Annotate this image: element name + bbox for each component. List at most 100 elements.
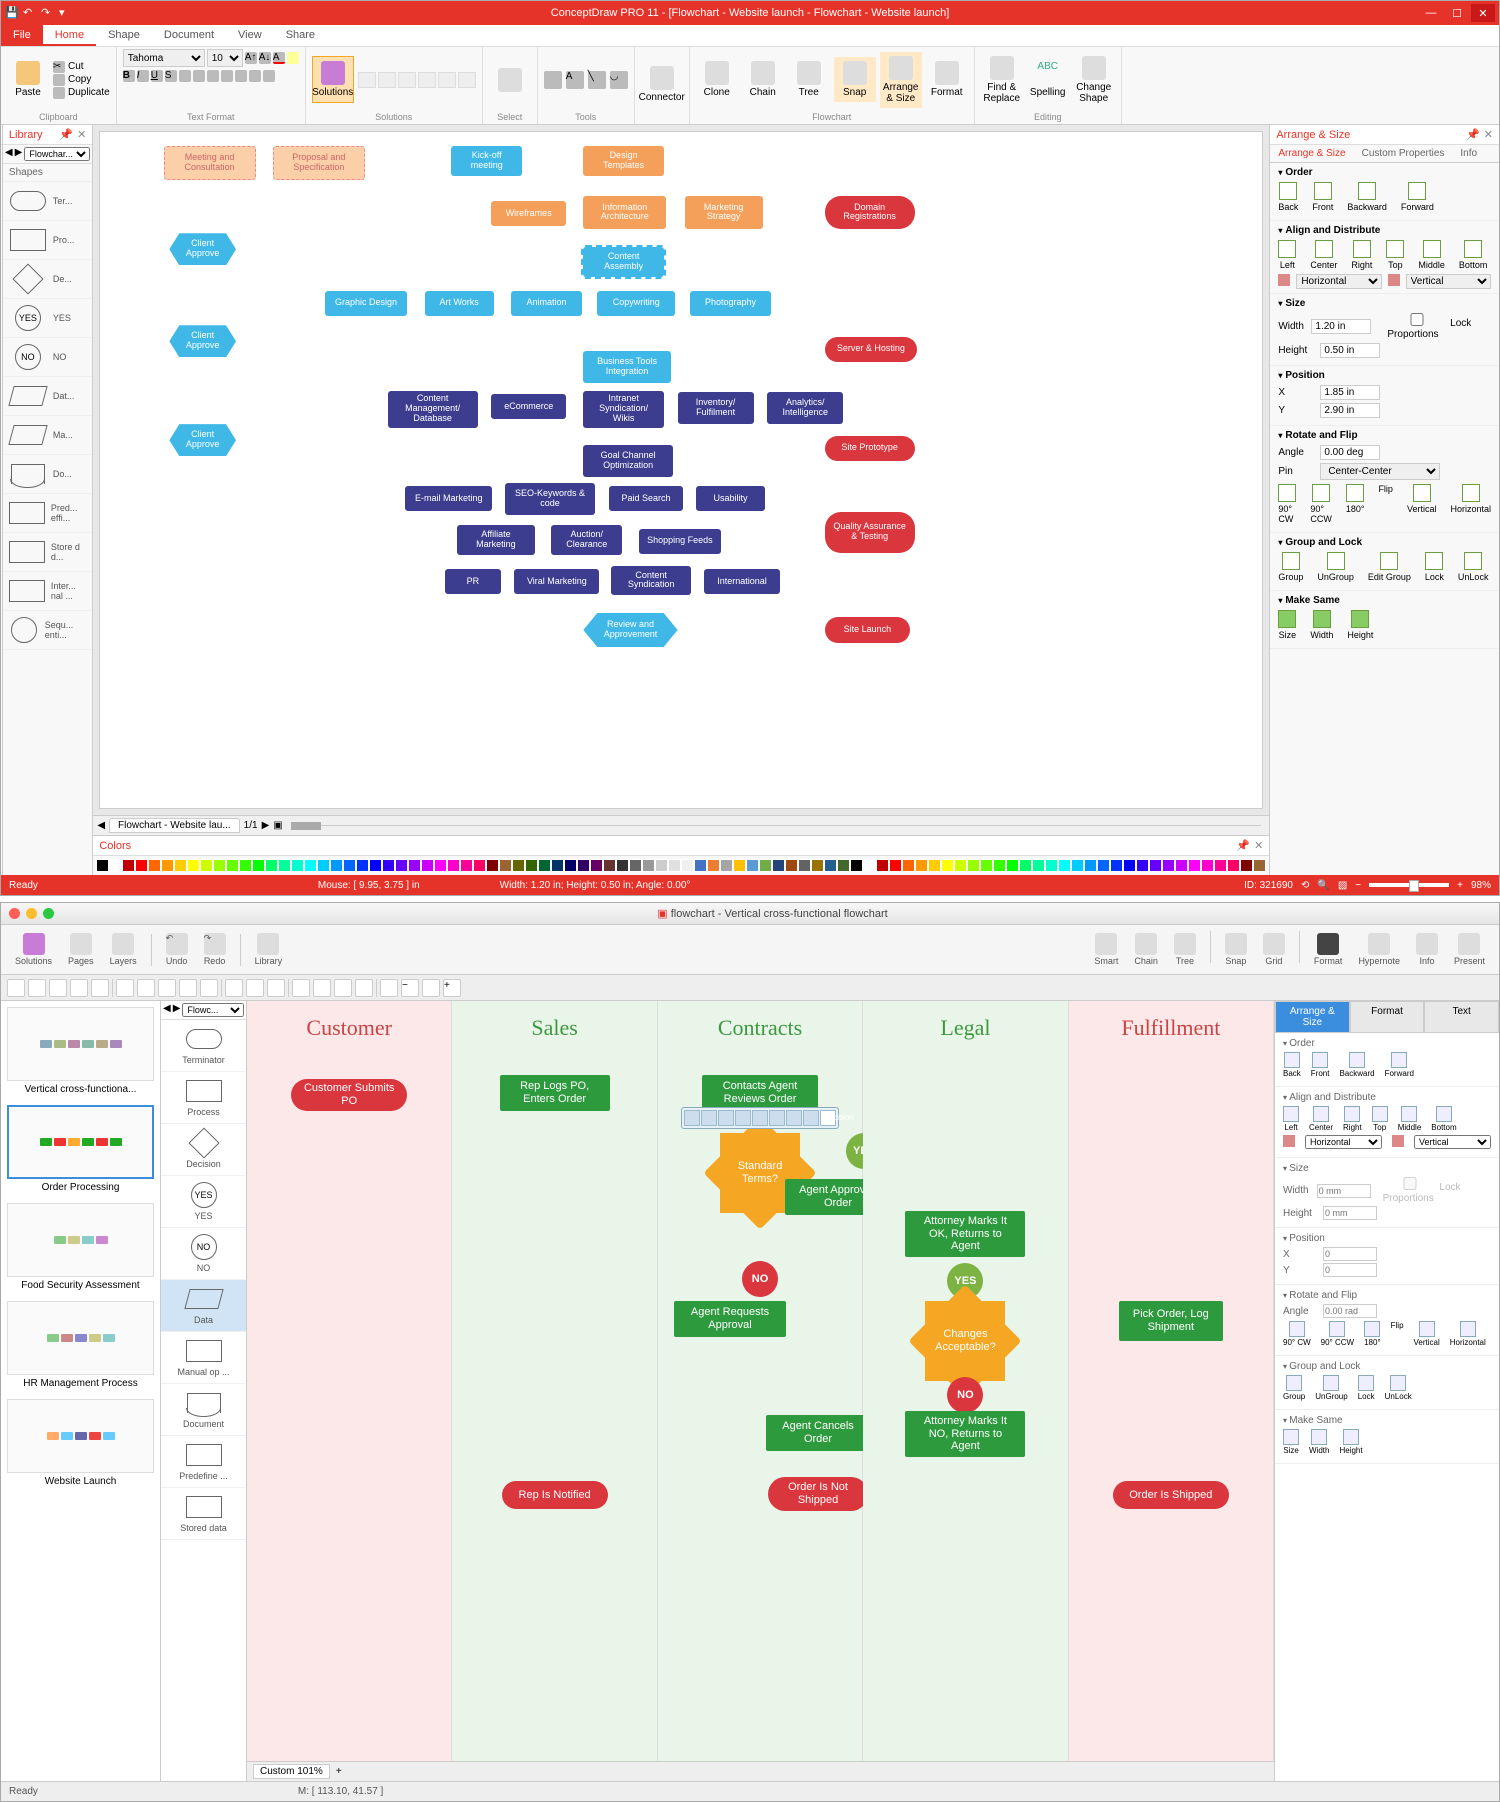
- shape-term[interactable]: Terminator: [161, 1020, 246, 1072]
- color-swatch[interactable]: [460, 859, 473, 872]
- pin-select[interactable]: Center-Center: [1320, 463, 1440, 480]
- node-yn4[interactable]: NO: [947, 1377, 983, 1413]
- underline-icon[interactable]: U: [151, 70, 163, 82]
- zoomin-icon[interactable]: +: [443, 979, 461, 997]
- al-t[interactable]: Top: [1372, 1106, 1388, 1132]
- sol-order[interactable]: Order Processing: [7, 1105, 154, 1193]
- color-swatch[interactable]: [395, 859, 408, 872]
- color-swatch[interactable]: [642, 859, 655, 872]
- sh-b[interactable]: Height: [1339, 1429, 1362, 1455]
- italic-icon[interactable]: I: [137, 70, 149, 82]
- flip-h[interactable]: Horizontal: [1450, 484, 1491, 524]
- line-tool-icon[interactable]: ╲: [588, 71, 606, 89]
- node-approve2[interactable]: Client Approve: [169, 325, 236, 357]
- color-swatch[interactable]: [1162, 859, 1175, 872]
- qat-redo-icon[interactable]: ↷: [41, 6, 55, 20]
- pen-tool-icon[interactable]: [158, 979, 176, 997]
- node-intl[interactable]: International: [704, 569, 780, 594]
- align-center-icon[interactable]: [193, 70, 205, 82]
- duplicate-button[interactable]: Duplicate: [53, 87, 110, 99]
- mac-close-button[interactable]: [9, 908, 20, 919]
- color-swatch[interactable]: [473, 859, 486, 872]
- shape-pro[interactable]: Pro...: [3, 221, 92, 260]
- brush-tool-icon[interactable]: [179, 979, 197, 997]
- outdent-icon[interactable]: [263, 70, 275, 82]
- rotate-ccw[interactable]: 90° CCW: [1310, 484, 1331, 524]
- find-button[interactable]: Find & Replace: [981, 52, 1023, 108]
- node-biztools[interactable]: Business Tools Integration: [583, 351, 670, 383]
- flip-v[interactable]: Vertical: [1407, 484, 1437, 524]
- node-approve3[interactable]: Client Approve: [169, 424, 236, 456]
- node-replog[interactable]: Rep Logs PO, Enters Order: [500, 1075, 610, 1111]
- al-r[interactable]: Right: [1343, 1106, 1362, 1132]
- shape-data[interactable]: Data: [161, 1280, 246, 1332]
- bezier-tool-icon[interactable]: [137, 979, 155, 997]
- tb-pages[interactable]: Pages: [62, 931, 100, 968]
- node-goal[interactable]: Goal Channel Optimization: [583, 445, 673, 477]
- color-swatch[interactable]: [213, 859, 226, 872]
- lock-proportions-checkbox[interactable]: [1387, 313, 1447, 326]
- tab-add-icon[interactable]: +: [336, 1766, 342, 1777]
- shape-style-grid[interactable]: [358, 72, 476, 88]
- text-tool-icon[interactable]: [91, 979, 109, 997]
- shape-proc[interactable]: Process: [161, 1072, 246, 1124]
- color-swatch[interactable]: [824, 859, 837, 872]
- status-icon1[interactable]: ⟲: [1301, 880, 1309, 891]
- tree-button[interactable]: Tree: [788, 57, 830, 102]
- tab-shape[interactable]: Shape: [96, 25, 152, 46]
- color-swatch[interactable]: [1032, 859, 1045, 872]
- shape-pred[interactable]: Pred... effi...: [3, 494, 92, 533]
- select-button[interactable]: [489, 64, 531, 96]
- cut-button[interactable]: ✂Cut: [53, 61, 110, 73]
- color-swatch[interactable]: [603, 859, 616, 872]
- shape-predef[interactable]: Predefine ...: [161, 1436, 246, 1488]
- angle-input-b[interactable]: [1323, 1304, 1377, 1318]
- node-shipped[interactable]: Order Is Shipped: [1113, 1481, 1229, 1509]
- align-left-icon[interactable]: [179, 70, 191, 82]
- color-swatch[interactable]: [993, 859, 1006, 872]
- mac-zoom-button[interactable]: [43, 908, 54, 919]
- color-swatch[interactable]: [1175, 859, 1188, 872]
- clone-button[interactable]: Clone: [696, 57, 738, 102]
- unlock-button[interactable]: UnLock: [1458, 552, 1489, 582]
- color-swatch[interactable]: [161, 859, 174, 872]
- pin-icon[interactable]: 📌: [59, 128, 73, 141]
- shape-store[interactable]: Store d d...: [3, 533, 92, 572]
- color-swatch[interactable]: [447, 859, 460, 872]
- shape-stored[interactable]: Stored data: [161, 1488, 246, 1540]
- grow-font-icon[interactable]: A↑: [245, 52, 257, 64]
- tb-chain[interactable]: Chain: [1128, 931, 1164, 968]
- node-copywriting[interactable]: Copywriting: [597, 291, 675, 316]
- spelling-button[interactable]: ABCSpelling: [1027, 57, 1069, 102]
- color-swatch[interactable]: [681, 859, 694, 872]
- node-pr[interactable]: PR: [445, 569, 500, 594]
- shape-seq[interactable]: Sequ... enti...: [3, 611, 92, 650]
- color-swatch[interactable]: [1136, 859, 1149, 872]
- line-tool-icon[interactable]: [70, 979, 88, 997]
- color-swatch[interactable]: [1084, 859, 1097, 872]
- hscroll-thumb[interactable]: [291, 822, 321, 830]
- color-swatch[interactable]: [967, 859, 980, 872]
- ellipse-tool-icon[interactable]: [49, 979, 67, 997]
- order-front[interactable]: Front: [1312, 182, 1333, 212]
- sol-food[interactable]: Food Security Assessment: [7, 1203, 154, 1291]
- bold-icon[interactable]: B: [123, 70, 135, 82]
- tb-redo[interactable]: ↷Redo: [198, 931, 232, 968]
- lib-back-icon[interactable]: ◀: [163, 1003, 171, 1017]
- color-swatch[interactable]: [915, 859, 928, 872]
- group-button[interactable]: Group: [1278, 552, 1303, 582]
- shape-inter[interactable]: Inter... nal ...: [3, 572, 92, 611]
- color-swatch[interactable]: [1058, 859, 1071, 872]
- color-swatch[interactable]: [1110, 859, 1123, 872]
- node-email_mkt[interactable]: E-mail Marketing: [405, 486, 492, 511]
- zoom-tab[interactable]: Custom 101%: [253, 1764, 330, 1779]
- tab-document[interactable]: Document: [152, 25, 226, 46]
- color-swatch[interactable]: [304, 859, 317, 872]
- angle-input[interactable]: [1320, 445, 1380, 460]
- library-select[interactable]: Flowchar...: [24, 147, 90, 161]
- distribute-v-select[interactable]: Vertical: [1406, 274, 1491, 289]
- shape-doc[interactable]: Document: [161, 1384, 246, 1436]
- status-icon2[interactable]: 🔍: [1317, 880, 1329, 891]
- maximize-button[interactable]: ☐: [1445, 4, 1469, 22]
- color-swatch[interactable]: [525, 859, 538, 872]
